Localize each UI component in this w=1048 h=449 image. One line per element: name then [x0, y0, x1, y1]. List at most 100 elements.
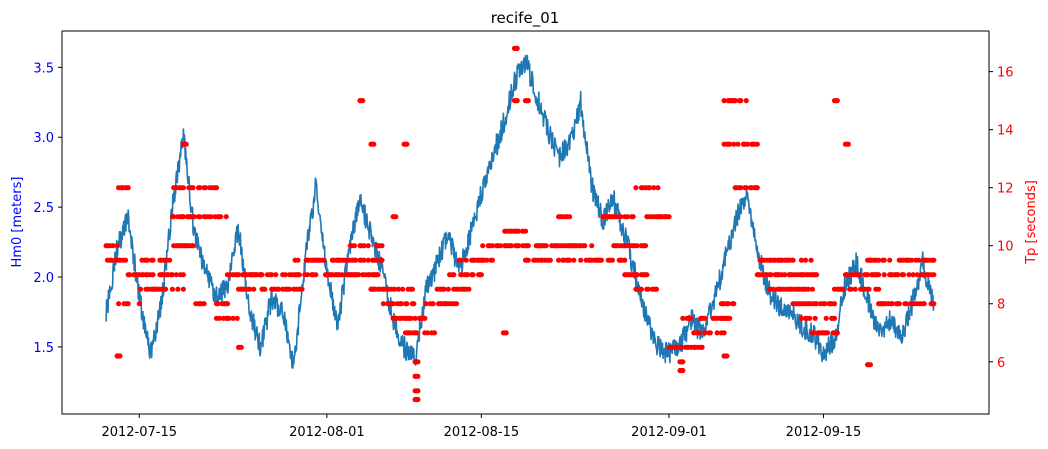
tp-point [825, 330, 831, 336]
tp-point [296, 272, 302, 278]
tp-point [866, 286, 872, 292]
tp-point [582, 243, 588, 249]
tp-point [390, 301, 396, 307]
tp-point [169, 272, 175, 278]
tp-point [578, 257, 584, 263]
tp-point [834, 98, 840, 104]
tp-point [798, 315, 805, 321]
tp-point [516, 228, 522, 234]
tp-point [223, 214, 229, 220]
tp-point [269, 272, 275, 278]
tp-point [144, 257, 151, 263]
tp-point [714, 330, 720, 336]
tp-point [638, 286, 645, 292]
tp-point [680, 367, 686, 374]
tp-point [339, 272, 345, 278]
tp-point [644, 272, 650, 278]
tp-point [413, 330, 420, 336]
tp-point [114, 243, 120, 249]
tp-point [634, 272, 640, 278]
tp-point [743, 185, 749, 191]
tp-point [162, 286, 169, 292]
tp-point [404, 301, 410, 307]
tp-point [900, 272, 907, 278]
tp-point [571, 257, 577, 263]
tp-point [725, 301, 731, 307]
tp-point [503, 330, 509, 336]
tp-point [379, 243, 385, 249]
tp-point [633, 185, 639, 191]
tp-point [887, 257, 893, 263]
tp-point [259, 272, 265, 278]
tp-point [202, 185, 209, 191]
tp-point [216, 315, 222, 321]
tp-point [361, 257, 367, 263]
tp-point [807, 315, 813, 321]
left-y-axis: 1.5 2.0 2.5 3.0 3.5 [33, 61, 62, 356]
tp-point [727, 141, 733, 147]
tp-point [411, 301, 417, 307]
tp-point [431, 330, 438, 336]
tp-point [721, 98, 727, 104]
tp-point [876, 286, 882, 292]
tp-point [191, 214, 197, 220]
tp-point [408, 315, 414, 321]
tp-point [931, 272, 937, 278]
tp-point [903, 301, 909, 307]
tp-point [125, 301, 131, 307]
tp-point [931, 301, 937, 307]
tp-point [547, 257, 553, 263]
x-tick-label: 2012-09-01 [631, 425, 707, 440]
tp-point [136, 301, 142, 307]
tp-point [802, 257, 809, 263]
tp-point [688, 315, 694, 321]
left-axis-label: Hm0 [meters] [10, 177, 25, 268]
tp-point [463, 257, 469, 263]
tp-point [805, 286, 811, 292]
tp-point [876, 257, 882, 263]
tp-point [171, 214, 177, 220]
tp-point [287, 286, 293, 292]
tp-point [190, 243, 196, 249]
tp-point [702, 315, 708, 321]
tp-point [453, 301, 460, 307]
tp-point [253, 272, 260, 278]
tp-point [109, 257, 115, 263]
tp-point [415, 396, 421, 403]
tp-point [732, 98, 738, 104]
tp-point [845, 141, 851, 147]
tp-point [920, 272, 926, 278]
x-tick-label: 2012-08-01 [289, 425, 365, 440]
tp-point [738, 98, 744, 104]
tp-point [618, 214, 624, 220]
tp-point [304, 272, 311, 278]
tp-point [236, 272, 242, 278]
tp-point [361, 243, 367, 249]
tp-point [391, 286, 398, 292]
tp-point [673, 344, 679, 350]
tp-point [138, 286, 144, 292]
tp-point [478, 272, 484, 278]
chart-title: recife_01 [491, 9, 560, 28]
tp-point [771, 286, 777, 292]
tp-point [721, 330, 727, 336]
right-y-tick-label: 14 [997, 124, 1014, 139]
tp-point [404, 141, 410, 147]
tp-point [823, 315, 829, 321]
x-axis: 2012-07-15 2012-08-01 2012-08-15 2012-09-01… [101, 414, 861, 440]
tp-point [430, 301, 436, 307]
tp-point [465, 272, 471, 278]
tp-point [445, 286, 451, 292]
tp-point [169, 286, 175, 292]
tp-point [556, 257, 562, 263]
tp-point [415, 359, 421, 365]
tp-point [262, 286, 268, 292]
tp-point [208, 214, 214, 220]
tp-point [409, 286, 415, 292]
tp-point [125, 185, 131, 191]
tp-point [921, 301, 927, 307]
tp-point [848, 286, 854, 292]
tp-point [834, 330, 840, 336]
tp-point [909, 257, 915, 263]
x-tick-label: 2012-07-15 [101, 425, 177, 440]
